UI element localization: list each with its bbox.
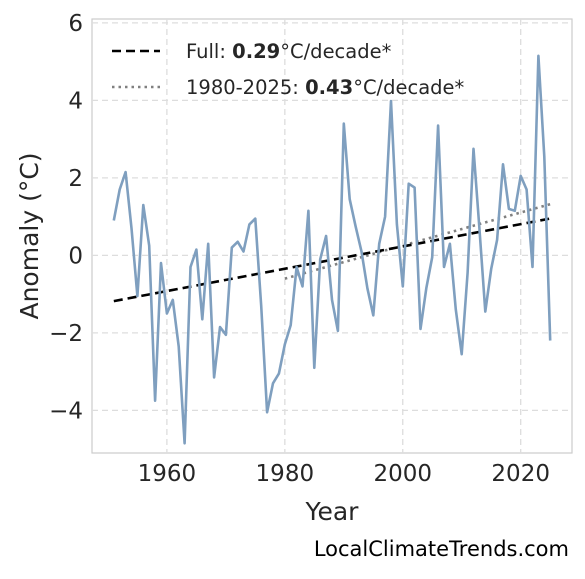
legend-full-label: Full: 0.29°C/decade*	[186, 40, 392, 63]
x-tick-label: 2020	[491, 461, 550, 487]
legend-full-value: 0.29	[232, 40, 280, 63]
legend-recent-label: 1980-2025: 0.43°C/decade*	[186, 76, 465, 99]
legend: Full: 0.29°C/decade* 1980-2025: 0.43°C/d…	[112, 40, 465, 99]
x-tick-labels: 1960 1980 2000 2020	[138, 461, 550, 487]
x-tick-label: 1980	[256, 461, 315, 487]
legend-recent-name: 1980-2025:	[186, 76, 305, 99]
source-credit: LocalClimateTrends.com	[313, 537, 569, 561]
y-tick-label: −4	[49, 398, 83, 424]
grid	[92, 19, 572, 453]
legend-recent-unit: °C/decade*	[353, 76, 464, 99]
legend-recent-value: 0.43	[305, 76, 353, 99]
plot-area	[91, 18, 573, 454]
anomaly-series-line	[112, 54, 552, 445]
x-tick-label: 2000	[373, 461, 432, 487]
y-tick-label: 0	[68, 243, 83, 269]
y-tick-labels: −4 −2 0 2 4 6	[49, 11, 83, 425]
trend-line-full	[113, 217, 551, 303]
legend-full-unit: °C/decade*	[280, 40, 391, 63]
y-tick-label: 4	[68, 88, 83, 114]
y-tick-label: 6	[68, 11, 83, 37]
x-tick-label: 1960	[138, 461, 197, 487]
y-tick-label: 2	[68, 166, 83, 192]
legend-full-name: Full:	[186, 40, 232, 63]
y-axis-title: Anomaly (°C)	[15, 152, 44, 319]
x-axis-title: Year	[305, 497, 360, 526]
y-tick-label: −2	[49, 321, 83, 347]
